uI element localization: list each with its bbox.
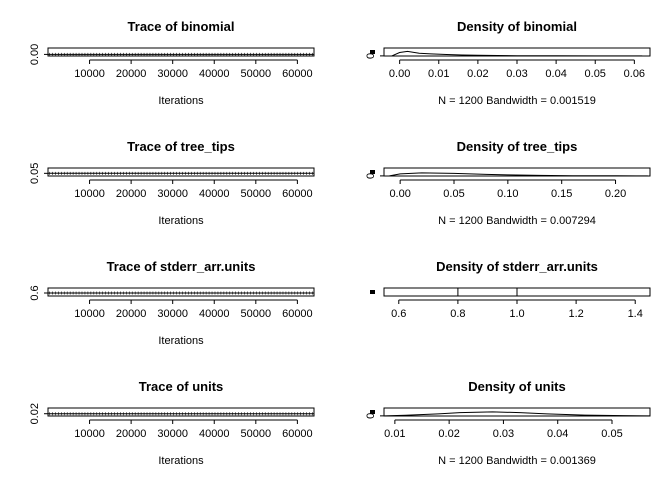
- plot-frame: [383, 47, 651, 57]
- x-tick-label: 30000: [157, 428, 188, 440]
- x-tick-label: 10000: [74, 188, 105, 200]
- density-rug-mark: [370, 290, 375, 294]
- y-tick-label: 0.6: [29, 285, 41, 300]
- x-tick-label: 0.02: [438, 428, 459, 440]
- plot-frame: [47, 47, 315, 57]
- x-axis-label: Iterations: [158, 455, 204, 467]
- x-tick-label: 30000: [157, 188, 188, 200]
- y-tick-label: 0: [365, 413, 377, 419]
- x-tick-label: 0.00: [389, 188, 410, 200]
- plot-frame: [383, 167, 651, 177]
- x-tick-label: 0.10: [497, 188, 518, 200]
- x-axis-label: Iterations: [158, 215, 204, 227]
- x-tick-label: 0.04: [547, 428, 568, 440]
- density-curve: [391, 50, 643, 57]
- x-tick-label: 0.05: [585, 68, 606, 80]
- x-tick-label: 10000: [74, 68, 105, 80]
- x-tick-label: 40000: [199, 428, 230, 440]
- x-tick-label: 60000: [282, 308, 313, 320]
- x-tick-label: 0.06: [624, 68, 645, 80]
- x-tick-label: 0.05: [443, 188, 464, 200]
- x-tick-label: 0.8: [450, 308, 465, 320]
- panel-title: Density of stderr_arr.units: [436, 259, 598, 274]
- panel-title: Density of tree_tips: [457, 139, 578, 154]
- x-tick-label: 60000: [282, 428, 313, 440]
- x-tick-label: 50000: [241, 188, 272, 200]
- plot-frame: [47, 287, 315, 297]
- density-curve: [457, 287, 518, 296]
- x-axis-label: N = 1200 Bandwidth = 0.007294: [438, 215, 596, 227]
- x-tick-label: 0.00: [389, 68, 410, 80]
- x-tick-label: 60000: [282, 68, 313, 80]
- x-tick-label: 20000: [116, 428, 147, 440]
- x-tick-label: 20000: [116, 188, 147, 200]
- x-tick-label: 50000: [241, 68, 272, 80]
- x-tick-label: 40000: [199, 308, 230, 320]
- plot-frame: [47, 407, 315, 417]
- x-tick-label: 0.03: [493, 428, 514, 440]
- panel-2: Density of binomial 0.00 0.01 0.02 0.03 0.04 0…: [365, 19, 651, 107]
- y-tick-label: 0.00: [29, 44, 41, 65]
- x-tick-label: 0.15: [551, 188, 572, 200]
- panel-title: Trace of tree_tips: [127, 139, 235, 154]
- y-tick-label: 0.02: [29, 403, 41, 424]
- panel-title: Density of units: [468, 379, 566, 394]
- density-rug-mark: [370, 170, 375, 174]
- x-axis-label: N = 1200 Bandwidth = 0.001519: [438, 95, 596, 107]
- panel-3: Trace of tree_tips 10000 20000 30000 40000 50…: [29, 139, 315, 227]
- x-tick-label: 10000: [74, 308, 105, 320]
- plot-frame: [47, 167, 315, 177]
- x-tick-label: 20000: [116, 308, 147, 320]
- x-tick-label: 40000: [199, 68, 230, 80]
- x-tick-label: 0.04: [545, 68, 566, 80]
- x-tick-label: 1.2: [568, 308, 583, 320]
- x-tick-label: 0.20: [605, 188, 626, 200]
- panel-title: Density of binomial: [457, 19, 577, 34]
- x-tick-label: 0.05: [601, 428, 622, 440]
- x-tick-label: 30000: [157, 68, 188, 80]
- panel-5: Trace of stderr_arr.units 10000 20000 30000…: [29, 259, 315, 347]
- y-tick-label: 0: [365, 53, 377, 59]
- x-tick-label: 60000: [282, 188, 313, 200]
- panel-title: Trace of binomial: [128, 19, 235, 34]
- x-axis-label: N = 1200 Bandwidth = 0.001369: [438, 455, 596, 467]
- x-tick-label: 0.01: [428, 68, 449, 80]
- x-tick-label: 0.6: [391, 308, 406, 320]
- x-tick-label: 0.02: [467, 68, 488, 80]
- panel-1: Trace of binomial 10000 20000 30000 40000 500…: [29, 19, 315, 107]
- x-tick-label: 0.03: [506, 68, 527, 80]
- x-tick-label: 40000: [199, 188, 230, 200]
- x-axis-label: Iterations: [158, 335, 204, 347]
- density-curve: [389, 172, 648, 177]
- density-curve: [383, 411, 651, 417]
- y-tick-label: 0.05: [29, 163, 41, 184]
- x-tick-label: 30000: [157, 308, 188, 320]
- density-rug-mark: [370, 50, 375, 54]
- x-tick-label: 10000: [74, 428, 105, 440]
- panel-8: Density of units 0.01 0.02 0.03 0.04 0.05 0 N =…: [365, 379, 651, 467]
- x-tick-label: 50000: [241, 428, 272, 440]
- panel-7: Trace of units 10000 20000 30000 40000 50000 6…: [29, 379, 315, 467]
- x-tick-label: 1.0: [509, 308, 524, 320]
- density-rug-mark: [370, 410, 375, 414]
- panel-title: Trace of stderr_arr.units: [107, 259, 256, 274]
- x-tick-label: 50000: [241, 308, 272, 320]
- panel-title: Trace of units: [139, 379, 224, 394]
- panel-4: Density of tree_tips 0.00 0.05 0.10 0.15 0.20…: [365, 139, 651, 227]
- x-axis-label: Iterations: [158, 95, 204, 107]
- x-tick-label: 0.01: [384, 428, 405, 440]
- plot-frame: [383, 407, 651, 417]
- x-tick-label: 1.4: [628, 308, 643, 320]
- y-tick-label: 0: [365, 173, 377, 179]
- x-tick-label: 20000: [116, 68, 147, 80]
- panel-6: Density of stderr_arr.units 0.6 0.8 1.0 1.2 1…: [370, 259, 651, 320]
